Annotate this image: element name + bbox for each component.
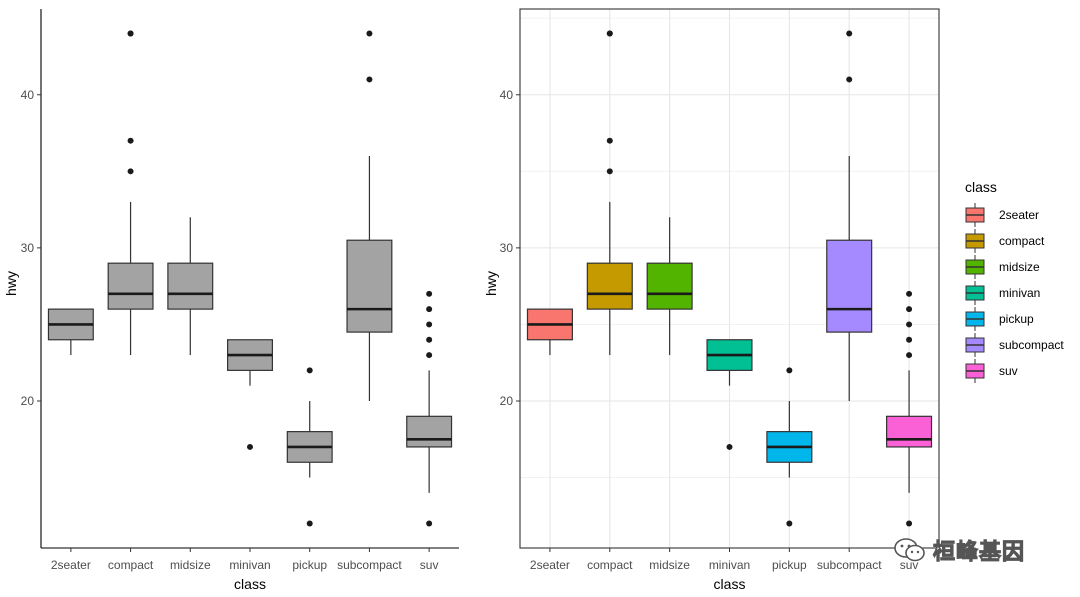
y-axis-title: hwy — [3, 271, 19, 296]
box-outlier — [606, 168, 613, 175]
box-2seater — [47, 308, 94, 356]
x-tick-label: midsize — [170, 558, 211, 572]
box-outlier — [606, 30, 613, 37]
wechat-icon — [894, 538, 925, 562]
box-outlier — [426, 290, 433, 297]
y-axis-title: hwy — [483, 271, 499, 296]
y-tick-label: 30 — [21, 241, 35, 255]
x-tick-label: pickup — [292, 558, 327, 572]
x-tick-label: midsize — [649, 558, 690, 572]
legend-entry-compact: compact — [965, 229, 1045, 253]
x-tick-label: compact — [587, 558, 633, 572]
x-tick-label: pickup — [772, 558, 807, 572]
box-outlier — [426, 306, 433, 313]
box-subcompact — [346, 30, 393, 401]
box-pickup — [766, 367, 813, 527]
legend-label: subcompact — [999, 338, 1064, 352]
box-minivan — [706, 339, 753, 450]
x-tick-label: subcompact — [817, 558, 882, 572]
y-tick-label: 30 — [500, 241, 514, 255]
x-tick-label: compact — [108, 558, 154, 572]
box-outlier — [366, 30, 373, 37]
legend-label: minivan — [999, 286, 1040, 300]
x-tick-label: suv — [900, 558, 919, 572]
box-suv — [406, 290, 453, 527]
box-midsize — [646, 217, 693, 356]
x-tick-label: subcompact — [337, 558, 402, 572]
box-outlier — [366, 76, 373, 83]
box-outlier — [786, 520, 793, 527]
y-tick-label: 40 — [500, 88, 514, 102]
box-pickup — [286, 367, 333, 527]
box-outlier — [426, 520, 433, 527]
x-tick-label: 2seater — [51, 558, 91, 572]
legend-entry-subcompact: subcompact — [965, 333, 1064, 357]
legend-entry-pickup: pickup — [965, 307, 1034, 331]
box-outlier — [127, 30, 134, 37]
legend-label: midsize — [999, 260, 1040, 274]
x-tick-label: suv — [420, 558, 439, 572]
box-outlier — [426, 336, 433, 343]
legend-label: 2seater — [999, 208, 1039, 222]
box-outlier — [906, 290, 913, 297]
box-iqr — [107, 262, 154, 310]
chart-panel-right: 20 30 40 2seater compact midsize minivan pickup… — [483, 8, 1064, 592]
legend-label: pickup — [999, 312, 1034, 326]
legend-entry-suv: suv — [965, 359, 1018, 383]
box-outlier — [127, 168, 134, 175]
box-outlier — [906, 520, 913, 527]
box-midsize — [167, 217, 214, 356]
box-minivan — [227, 339, 273, 450]
box-outlier — [426, 352, 433, 359]
box-outlier — [306, 367, 313, 374]
box-outlier — [906, 306, 913, 313]
y-tick-label: 20 — [500, 394, 514, 408]
box-outlier — [846, 30, 853, 37]
box-iqr — [826, 239, 873, 333]
box-outlier — [846, 76, 853, 83]
legend-label: compact — [999, 234, 1045, 248]
legend-entry-2seater: 2seater — [965, 203, 1039, 227]
box-iqr — [886, 415, 933, 448]
legend-entry-midsize: midsize — [965, 255, 1040, 279]
x-axis-title: class — [714, 576, 746, 592]
x-tick-label: 2seater — [530, 558, 570, 572]
y-tick-label: 40 — [21, 88, 35, 102]
box-iqr — [586, 262, 633, 310]
legend-title: class — [965, 179, 997, 195]
watermark-text: 桓峰基因 — [932, 539, 1026, 565]
box-suv — [886, 290, 933, 527]
x-tick-label: minivan — [709, 558, 750, 572]
box-outlier — [906, 321, 913, 328]
box-outlier — [786, 367, 793, 374]
box-compact — [107, 30, 154, 356]
box-iqr — [646, 262, 693, 310]
box-outlier — [906, 352, 913, 359]
watermark: 桓峰基因 — [893, 533, 1025, 567]
box-outlier — [127, 137, 134, 144]
box-outlier — [306, 520, 313, 527]
box-outlier — [426, 321, 433, 328]
legend-entry-minivan: minivan — [965, 281, 1040, 305]
box-subcompact — [826, 30, 873, 401]
box-outlier — [606, 137, 613, 144]
x-tick-label: minivan — [229, 558, 270, 572]
box-outlier — [247, 443, 253, 450]
box-2seater — [526, 308, 573, 356]
box-iqr — [406, 415, 453, 448]
legend-label: suv — [999, 364, 1018, 378]
box-outlier — [726, 443, 733, 450]
y-tick-label: 20 — [21, 394, 35, 408]
box-iqr — [346, 239, 393, 333]
box-outlier — [906, 336, 913, 343]
box-compact — [586, 30, 633, 356]
chart-panel-left: 20 30 40 2seater compact midsize minivan pickup… — [3, 9, 459, 592]
x-axis-title: class — [234, 576, 266, 592]
box-iqr — [167, 262, 214, 310]
